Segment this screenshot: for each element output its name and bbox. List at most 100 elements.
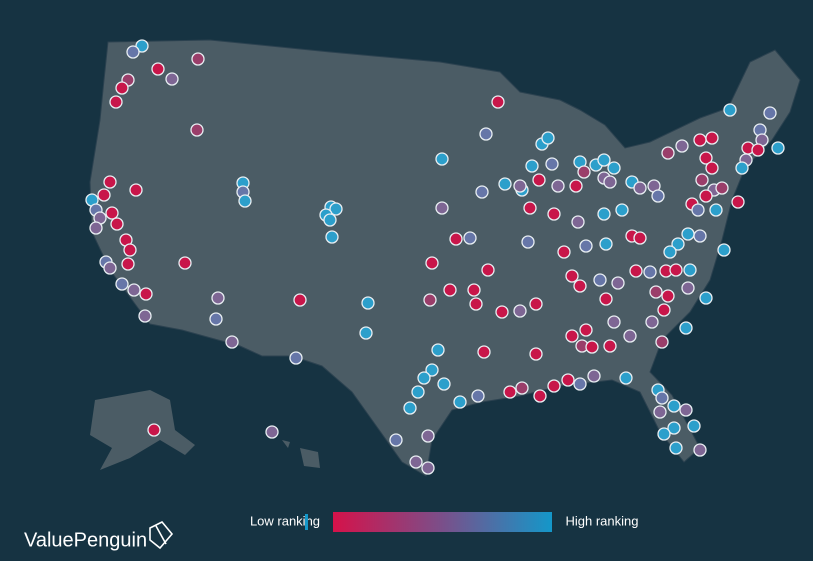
city-dot[interactable] [477, 345, 491, 359]
city-dot[interactable] [699, 151, 713, 165]
city-dot[interactable] [103, 175, 117, 189]
city-dot[interactable] [425, 363, 439, 377]
city-dot[interactable] [467, 283, 481, 297]
city-dot[interactable] [545, 157, 559, 171]
city-dot[interactable] [389, 433, 403, 447]
city-dot[interactable] [599, 292, 613, 306]
city-dot[interactable] [619, 371, 633, 385]
city-dot[interactable] [147, 423, 161, 437]
city-dot[interactable] [565, 329, 579, 343]
city-dot[interactable] [693, 443, 707, 457]
city-dot[interactable] [557, 245, 571, 259]
city-dot[interactable] [190, 123, 204, 137]
city-dot[interactable] [138, 309, 152, 323]
city-dot[interactable] [139, 287, 153, 301]
city-dot[interactable] [645, 315, 659, 329]
city-dot[interactable] [115, 277, 129, 291]
city-dot[interactable] [577, 165, 591, 179]
city-dot[interactable] [655, 391, 669, 405]
city-dot[interactable] [681, 227, 695, 241]
city-dot[interactable] [289, 351, 303, 365]
city-dot[interactable] [533, 389, 547, 403]
city-dot[interactable] [607, 315, 621, 329]
city-dot[interactable] [547, 207, 561, 221]
city-dot[interactable] [693, 229, 707, 243]
city-dot[interactable] [403, 401, 417, 415]
city-dot[interactable] [699, 291, 713, 305]
city-dot[interactable] [515, 381, 529, 395]
city-dot[interactable] [491, 95, 505, 109]
city-dot[interactable] [463, 231, 477, 245]
city-dot[interactable] [529, 347, 543, 361]
city-dot[interactable] [699, 189, 713, 203]
city-dot[interactable] [643, 265, 657, 279]
city-dot[interactable] [97, 188, 111, 202]
city-dot[interactable] [435, 201, 449, 215]
city-dot[interactable] [751, 143, 765, 157]
city-dot[interactable] [265, 425, 279, 439]
city-dot[interactable] [585, 340, 599, 354]
city-dot[interactable] [443, 283, 457, 297]
city-dot[interactable] [437, 377, 451, 391]
city-dot[interactable] [599, 237, 613, 251]
city-dot[interactable] [475, 185, 489, 199]
city-dot[interactable] [705, 131, 719, 145]
city-dot[interactable] [683, 263, 697, 277]
city-dot[interactable] [323, 213, 337, 227]
city-dot[interactable] [669, 441, 683, 455]
city-dot[interactable] [615, 203, 629, 217]
city-dot[interactable] [571, 215, 585, 229]
city-dot[interactable] [423, 293, 437, 307]
city-dot[interactable] [521, 235, 535, 249]
city-dot[interactable] [667, 421, 681, 435]
city-dot[interactable] [731, 195, 745, 209]
city-dot[interactable] [115, 81, 129, 95]
city-dot[interactable] [561, 373, 575, 387]
city-dot[interactable] [525, 159, 539, 173]
city-dot[interactable] [105, 206, 119, 220]
city-dot[interactable] [705, 161, 719, 175]
city-dot[interactable] [657, 427, 671, 441]
city-dot[interactable] [417, 371, 431, 385]
city-dot[interactable] [771, 141, 785, 155]
city-dot[interactable] [569, 179, 583, 193]
city-dot[interactable] [653, 405, 667, 419]
city-dot[interactable] [421, 429, 435, 443]
city-dot[interactable] [547, 379, 561, 393]
city-dot[interactable] [123, 243, 137, 257]
city-dot[interactable] [597, 207, 611, 221]
city-dot[interactable] [593, 273, 607, 287]
city-dot[interactable] [421, 461, 435, 475]
city-dot[interactable] [691, 203, 705, 217]
city-dot[interactable] [667, 399, 681, 413]
city-dot[interactable] [495, 305, 509, 319]
city-dot[interactable] [573, 377, 587, 391]
city-dot[interactable] [661, 146, 675, 160]
city-dot[interactable] [238, 194, 252, 208]
city-dot[interactable] [579, 239, 593, 253]
city-dot[interactable] [110, 217, 124, 231]
city-dot[interactable] [191, 52, 205, 66]
city-dot[interactable] [359, 326, 373, 340]
city-dot[interactable] [481, 263, 495, 277]
city-dot[interactable] [735, 161, 749, 175]
city-dot[interactable] [655, 335, 669, 349]
city-dot[interactable] [623, 329, 637, 343]
city-dot[interactable] [127, 283, 141, 297]
city-dot[interactable] [135, 39, 149, 53]
city-dot[interactable] [89, 221, 103, 235]
city-dot[interactable] [607, 161, 621, 175]
city-dot[interactable] [661, 289, 675, 303]
city-dot[interactable] [715, 181, 729, 195]
city-dot[interactable] [679, 321, 693, 335]
city-dot[interactable] [663, 245, 677, 259]
city-dot[interactable] [587, 369, 601, 383]
city-dot[interactable] [435, 152, 449, 166]
city-dot[interactable] [529, 297, 543, 311]
city-dot[interactable] [603, 175, 617, 189]
city-dot[interactable] [611, 276, 625, 290]
city-dot[interactable] [649, 285, 663, 299]
city-dot[interactable] [329, 202, 343, 216]
city-dot[interactable] [693, 133, 707, 147]
city-dot[interactable] [579, 323, 593, 337]
